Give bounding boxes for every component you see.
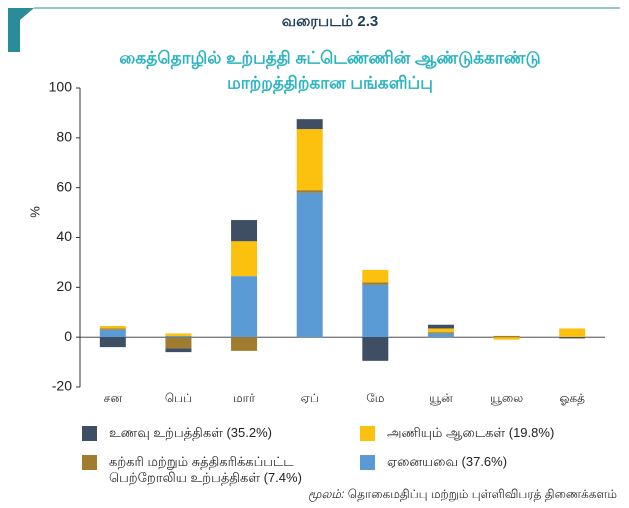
legend-label: உணவு உற்பத்திகள் (35.2%) (109, 425, 273, 440)
bar-segment (362, 337, 389, 361)
bar-segment (99, 337, 126, 348)
bar-segment (296, 190, 323, 193)
legend-item: அணியும் ஆடைகள் (19.8%) (360, 425, 587, 441)
legend-swatch (360, 455, 375, 470)
bar-segment (362, 284, 389, 338)
bar-segment (231, 337, 258, 351)
x-tick-label: சன (104, 391, 123, 405)
bar-segment (427, 332, 454, 334)
bar-segment (427, 333, 454, 338)
y-tick-label: 60 (56, 178, 72, 194)
bar-segment (427, 324, 454, 329)
bar-segment (231, 276, 258, 338)
bar-segment (559, 337, 586, 339)
bar-segment (296, 129, 323, 191)
legend-item: உணவு உற்பத்திகள் (35.2%) (82, 425, 309, 441)
chart-subtitle: கைத்தொழில் உற்பத்தி சுட்டெண்ணின் ஆண்டுக்… (119, 48, 540, 68)
chart-title: வரைபடம் 2.3 (282, 13, 379, 30)
source-text: தொகைமதிப்பு மற்றும் புள்ளிவிபரத் திணைக்க… (347, 487, 617, 501)
bar-segment (165, 348, 192, 353)
source-label: மூலம்: (308, 487, 345, 501)
x-tick-label: யூலை (490, 391, 523, 405)
legend-label: கற்கரி மற்றும் சுத்திகரிக்கப்பட்ட பெற்றோ… (109, 454, 302, 485)
bar-segment (165, 337, 192, 349)
x-tick-label: ஏப் (301, 391, 319, 405)
bar-segment (99, 328, 126, 330)
bar-segment (493, 337, 520, 340)
bar-segment (231, 241, 258, 277)
legend-label: அணியும் ஆடைகள் (19.8%) (387, 425, 555, 440)
bar-segment (165, 333, 192, 336)
x-tick-label: யூன் (429, 391, 453, 405)
x-tick-label: மே (366, 391, 384, 405)
bar-segment (296, 119, 323, 130)
legend-swatch (360, 426, 375, 441)
x-tick-label: ஓகத் (559, 391, 585, 405)
bar-segment (362, 269, 389, 283)
y-tick-label: 100 (49, 79, 73, 95)
source-note: மூலம்: தொகைமதிப்பு மற்றும் புள்ளிவிபரத் … (308, 487, 617, 503)
legend-item: ஏனையவை (37.6%) (360, 454, 587, 470)
legend-swatch (82, 426, 97, 441)
bar-segment (165, 335, 192, 338)
corner-decoration (8, 8, 34, 52)
x-tick-label: மார் (233, 391, 256, 405)
y-tick-label: 40 (56, 228, 72, 244)
x-tick-label: பெப் (165, 391, 192, 405)
chart-subtitle: மாற்றத்திற்கான பங்களிப்பு (227, 73, 433, 93)
bar-segment (231, 220, 258, 242)
bar-segment (493, 335, 520, 338)
y-tick-label: 80 (56, 129, 72, 145)
bar-segment (296, 192, 323, 338)
y-axis-label: % (27, 206, 42, 218)
legend-item: கற்கரி மற்றும் சுத்திகரிக்கப்பட்ட பெற்றோ… (82, 454, 309, 486)
y-tick-label: -20 (52, 378, 72, 394)
legend-swatch (82, 455, 97, 470)
bar-segment (99, 325, 126, 329)
y-tick-label: 0 (64, 328, 72, 344)
legend-label: ஏனையவை (37.6%) (387, 454, 508, 469)
y-tick-label: 20 (56, 278, 72, 294)
bar-segment (99, 329, 126, 338)
bar-segment (559, 328, 586, 338)
bar-segment (362, 282, 389, 285)
bar-segment (427, 328, 454, 333)
